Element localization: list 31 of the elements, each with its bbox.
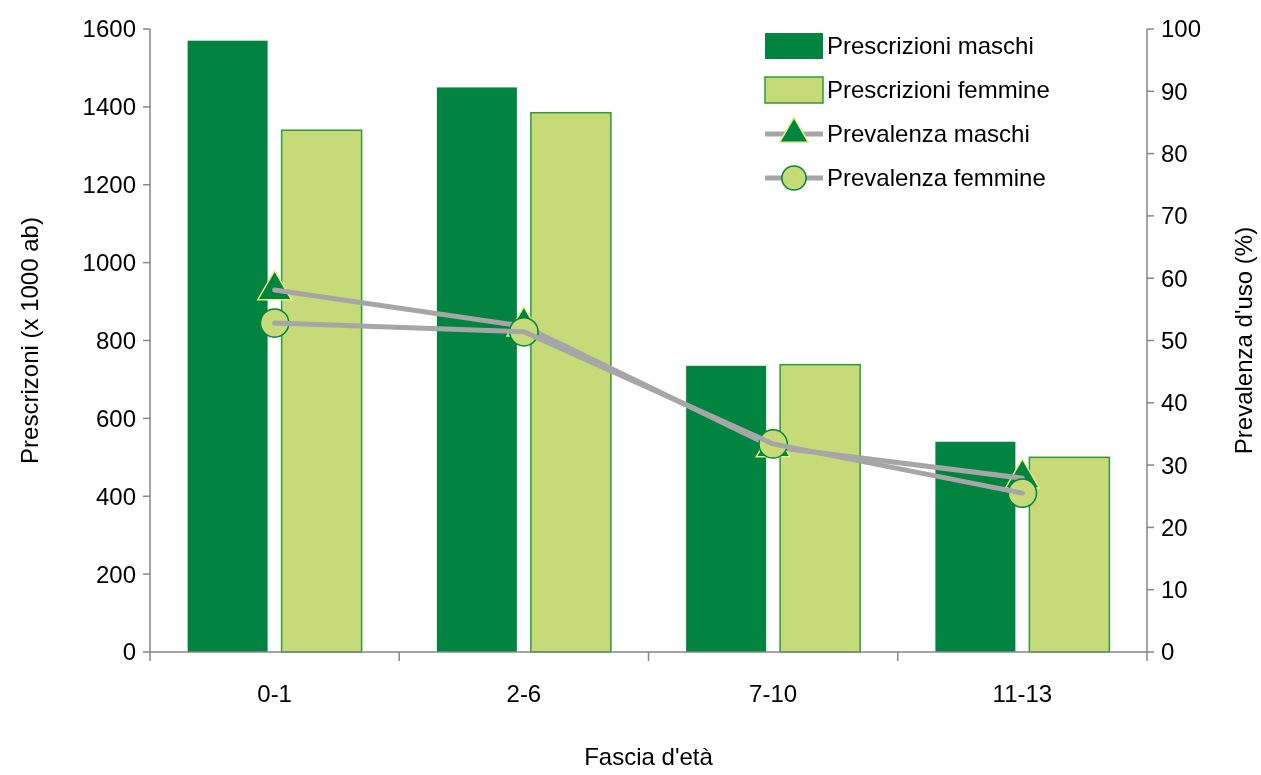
y-tick-label: 1400 (82, 93, 136, 121)
legend-label: Prevalenza femmine (827, 164, 1046, 192)
y2-tick-label: 30 (1161, 451, 1188, 479)
y-axis-title: Prescrizoni (x 1000 ab) (16, 217, 43, 464)
y2-tick-label: 50 (1161, 326, 1188, 354)
y2-tick-label: 20 (1161, 513, 1188, 541)
x-tick-label: 0-1 (257, 680, 292, 707)
x-tick-label: 2-6 (506, 680, 542, 707)
y2-tick-label: 100 (1161, 15, 1202, 43)
y2-tick-label: 70 (1161, 202, 1188, 230)
y-tick-label: 1200 (82, 171, 136, 199)
y2-tick-label: 40 (1161, 389, 1188, 417)
legend-label: Prescrizioni maschi (827, 32, 1034, 60)
y2-tick-label: 60 (1161, 264, 1188, 292)
y2-axis-title: Prevalenza d'uso (%) (1230, 226, 1257, 455)
y-tick-label: 0 (122, 638, 136, 666)
legend-label: Prevalenza maschi (827, 120, 1030, 148)
y-tick-label: 600 (95, 404, 136, 432)
x-tick-label: 11-13 (992, 680, 1053, 707)
y2-tick-label: 0 (1161, 638, 1175, 666)
y-tick-label: 200 (95, 560, 136, 588)
legend-label: Prescrizioni femmine (827, 76, 1050, 104)
x-axis-title: Fascia d'età (584, 743, 714, 770)
y-tick-label: 800 (95, 326, 136, 354)
x-tick-label: 7-10 (749, 680, 798, 707)
y2-tick-label: 10 (1161, 576, 1188, 604)
y2-tick-label: 90 (1161, 77, 1188, 105)
y-tick-label: 1600 (82, 15, 136, 43)
y2-tick-label: 80 (1161, 140, 1188, 167)
y-tick-label: 400 (95, 482, 136, 510)
y-tick-label: 1000 (82, 249, 136, 277)
